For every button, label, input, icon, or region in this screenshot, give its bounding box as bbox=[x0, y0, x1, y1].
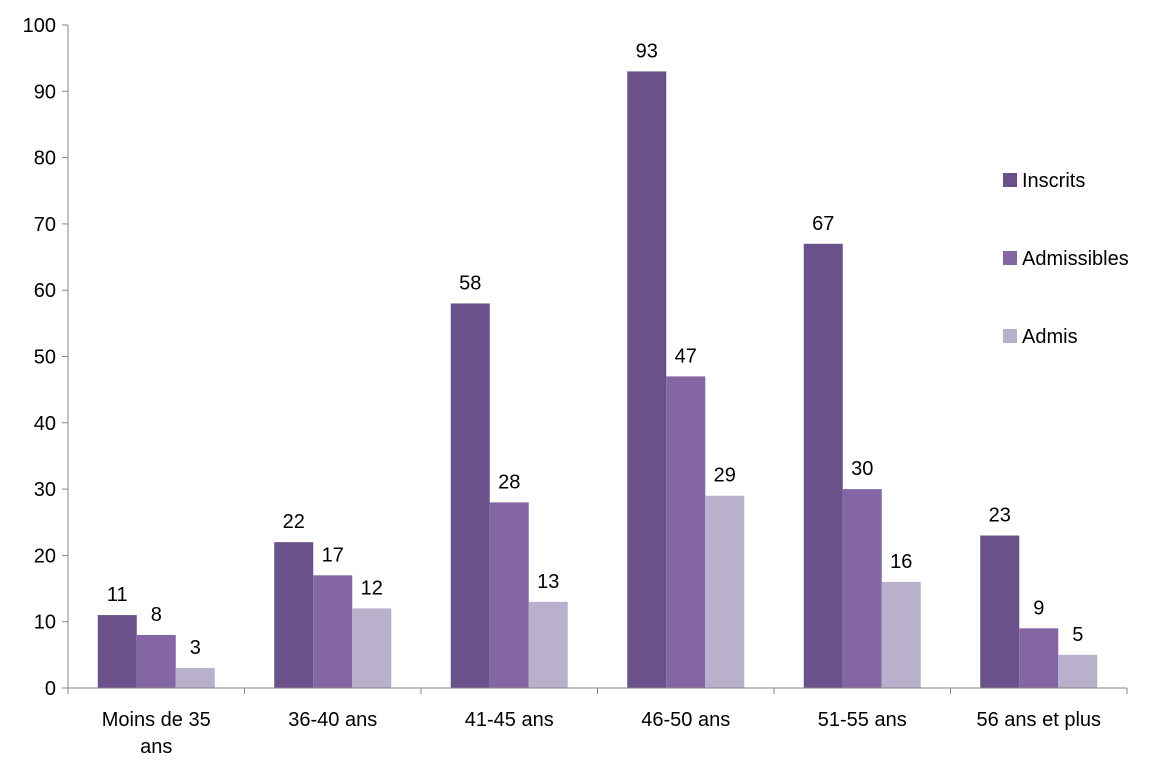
bar bbox=[980, 535, 1020, 688]
data-labels: 11 8 3 22 17 12 58 28 13 93 47 29 67 30 16 23 9 5 bbox=[107, 40, 1083, 659]
y-tick-label: 50 bbox=[34, 347, 56, 369]
bars bbox=[97, 71, 1098, 689]
bar bbox=[1058, 654, 1098, 688]
data-label: 13 bbox=[537, 571, 559, 593]
y-tick-label: 30 bbox=[34, 479, 56, 501]
x-category-label: 41-45 ans bbox=[465, 709, 554, 731]
legend-swatch bbox=[1003, 173, 1017, 187]
y-tick-label: 40 bbox=[34, 413, 56, 435]
data-label: 67 bbox=[812, 213, 834, 235]
bar bbox=[450, 303, 490, 688]
bar bbox=[705, 495, 745, 688]
data-label: 9 bbox=[1033, 597, 1044, 619]
data-label: 5 bbox=[1072, 624, 1083, 646]
legend-swatch bbox=[1003, 251, 1017, 265]
data-label: 58 bbox=[459, 272, 481, 294]
y-tick-label: 70 bbox=[34, 214, 56, 236]
y-tick-label: 10 bbox=[34, 612, 56, 634]
x-category-label: 36-40 ans bbox=[288, 709, 377, 731]
y-tick-label: 20 bbox=[34, 545, 56, 567]
data-label: 29 bbox=[714, 465, 736, 487]
data-label: 93 bbox=[636, 40, 658, 62]
bar bbox=[136, 634, 176, 688]
x-axis-ticks bbox=[67, 688, 1128, 694]
x-category-label: 51-55 ans bbox=[818, 709, 907, 731]
x-category-label: 46-50 ans bbox=[641, 709, 730, 731]
data-label: 8 bbox=[151, 604, 162, 626]
bar bbox=[666, 376, 706, 688]
bar bbox=[881, 581, 921, 688]
y-axis-ticks bbox=[62, 24, 68, 689]
bar bbox=[528, 601, 568, 688]
bar bbox=[627, 71, 667, 688]
legend-label: Admissibles bbox=[1022, 248, 1129, 270]
x-category-label: 56 ans et plus bbox=[976, 709, 1101, 731]
bar bbox=[97, 615, 137, 688]
legend: Inscrits Admissibles Admis bbox=[1003, 170, 1129, 348]
y-tick-label: 80 bbox=[34, 148, 56, 170]
bar bbox=[1019, 628, 1059, 688]
data-label: 23 bbox=[989, 505, 1011, 527]
data-label: 17 bbox=[322, 544, 344, 566]
bar bbox=[489, 502, 529, 688]
y-axis-tick-labels: 0 10 20 30 40 50 60 70 80 90 100 bbox=[23, 15, 56, 700]
y-tick-label: 100 bbox=[23, 15, 56, 37]
data-label: 47 bbox=[675, 345, 697, 367]
data-label: 12 bbox=[361, 577, 383, 599]
y-tick-label: 0 bbox=[45, 678, 56, 700]
data-label: 28 bbox=[498, 471, 520, 493]
data-label: 30 bbox=[851, 458, 873, 480]
legend-label: Admis bbox=[1022, 326, 1078, 348]
bar bbox=[842, 489, 882, 688]
bar bbox=[175, 668, 215, 688]
data-label: 22 bbox=[283, 511, 305, 533]
data-label: 3 bbox=[190, 637, 201, 659]
y-tick-label: 90 bbox=[34, 81, 56, 103]
bar bbox=[313, 575, 353, 688]
data-label: 16 bbox=[890, 551, 912, 573]
legend-label: Inscrits bbox=[1022, 170, 1085, 192]
x-axis-labels: Moins de 35 ans 36-40 ans 41-45 ans 46-50 an… bbox=[102, 709, 1101, 758]
y-tick-label: 60 bbox=[34, 280, 56, 302]
data-label: 11 bbox=[107, 584, 128, 606]
bar bbox=[274, 542, 314, 688]
x-category-label: Moins de 35 ans bbox=[102, 709, 211, 758]
bar bbox=[352, 608, 392, 688]
bar bbox=[803, 243, 843, 689]
legend-swatch bbox=[1003, 329, 1017, 343]
